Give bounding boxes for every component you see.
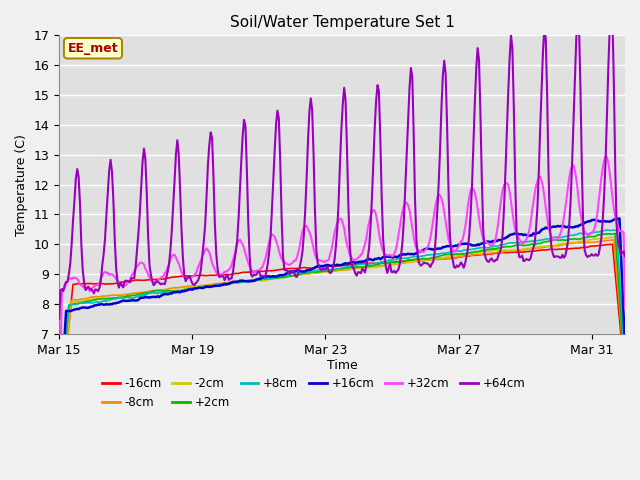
- +2cm: [225, 281, 232, 287]
- -16cm: [470, 252, 477, 258]
- -16cm: [55, 411, 63, 417]
- Line: -2cm: -2cm: [59, 237, 625, 423]
- +2cm: [470, 250, 477, 255]
- +8cm: [604, 227, 612, 233]
- +2cm: [369, 263, 377, 268]
- +32cm: [55, 414, 63, 420]
- +32cm: [621, 306, 629, 312]
- +64cm: [574, 18, 582, 24]
- +64cm: [369, 160, 377, 166]
- -16cm: [225, 272, 232, 278]
- -8cm: [244, 277, 252, 283]
- +32cm: [564, 184, 572, 190]
- +16cm: [470, 242, 477, 248]
- +16cm: [564, 224, 572, 230]
- +16cm: [244, 278, 252, 284]
- +2cm: [621, 375, 629, 381]
- +64cm: [55, 316, 63, 322]
- Line: -8cm: -8cm: [59, 240, 625, 422]
- +32cm: [470, 186, 477, 192]
- -2cm: [453, 252, 461, 258]
- -8cm: [564, 241, 572, 247]
- Legend: -16cm, -8cm, -2cm, +2cm, +8cm, +16cm, +32cm, +64cm: -16cm, -8cm, -2cm, +2cm, +8cm, +16cm, +3…: [97, 372, 530, 414]
- -2cm: [369, 264, 377, 270]
- -16cm: [244, 269, 252, 275]
- -2cm: [610, 234, 618, 240]
- Y-axis label: Temperature (C): Temperature (C): [15, 133, 28, 236]
- +8cm: [369, 261, 377, 266]
- +8cm: [55, 421, 63, 427]
- -8cm: [225, 279, 232, 285]
- -2cm: [564, 240, 572, 246]
- -2cm: [55, 420, 63, 426]
- +32cm: [244, 260, 252, 266]
- Line: -16cm: -16cm: [59, 244, 625, 414]
- +2cm: [564, 237, 572, 243]
- +8cm: [244, 277, 252, 283]
- +8cm: [564, 233, 572, 239]
- +32cm: [453, 246, 461, 252]
- Line: +32cm: +32cm: [59, 156, 625, 417]
- Line: +64cm: +64cm: [59, 21, 625, 319]
- -16cm: [621, 375, 629, 381]
- +64cm: [244, 218, 252, 224]
- +32cm: [369, 207, 377, 213]
- Line: +2cm: +2cm: [59, 233, 625, 417]
- -8cm: [610, 237, 618, 242]
- -8cm: [55, 419, 63, 425]
- +2cm: [611, 230, 619, 236]
- +32cm: [225, 266, 232, 272]
- -8cm: [621, 372, 629, 377]
- -8cm: [369, 263, 377, 269]
- +64cm: [225, 277, 232, 283]
- +8cm: [225, 280, 232, 286]
- Text: EE_met: EE_met: [68, 42, 118, 55]
- -8cm: [470, 252, 477, 258]
- +8cm: [453, 248, 461, 254]
- -16cm: [453, 255, 461, 261]
- Line: +16cm: +16cm: [59, 218, 625, 427]
- +64cm: [564, 238, 572, 244]
- -16cm: [564, 246, 572, 252]
- +16cm: [369, 257, 377, 263]
- +16cm: [225, 281, 232, 287]
- Title: Soil/Water Temperature Set 1: Soil/Water Temperature Set 1: [230, 15, 454, 30]
- -16cm: [609, 241, 616, 247]
- +16cm: [55, 424, 63, 430]
- +32cm: [602, 154, 609, 159]
- +2cm: [453, 251, 461, 257]
- +16cm: [621, 345, 629, 350]
- +64cm: [621, 253, 629, 259]
- +2cm: [244, 278, 252, 284]
- +2cm: [55, 414, 63, 420]
- Line: +8cm: +8cm: [59, 230, 625, 424]
- -16cm: [369, 261, 377, 266]
- -2cm: [621, 368, 629, 373]
- -2cm: [244, 278, 252, 284]
- +64cm: [470, 141, 477, 147]
- +16cm: [616, 216, 623, 221]
- +64cm: [453, 263, 461, 268]
- X-axis label: Time: Time: [326, 360, 358, 372]
- -2cm: [470, 250, 477, 256]
- +16cm: [453, 243, 461, 249]
- -2cm: [225, 281, 232, 287]
- +8cm: [621, 362, 629, 368]
- +8cm: [470, 246, 477, 252]
- -8cm: [453, 254, 461, 260]
